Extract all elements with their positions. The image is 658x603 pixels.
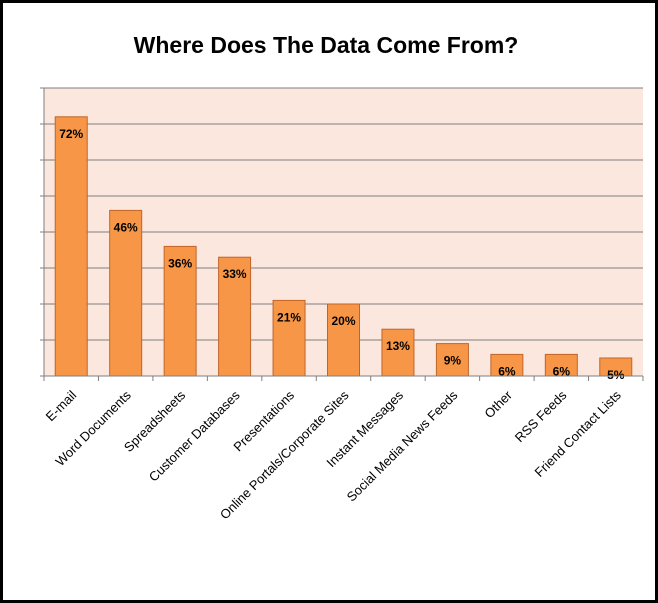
data-labels: 72% 46% 36% 33% 21% 20% 13% 9% 6% 6% 5% bbox=[59, 127, 625, 382]
bar-value-label: 20% bbox=[331, 314, 355, 328]
chart-title: Where Does The Data Come From? bbox=[133, 32, 519, 58]
category-label: RSS Feeds bbox=[512, 387, 570, 445]
x-ticks bbox=[43, 375, 644, 381]
bar-value-label: 33% bbox=[223, 267, 247, 281]
bar-value-label: 72% bbox=[59, 127, 83, 141]
bar bbox=[218, 256, 252, 377]
category-label: Customer Databases bbox=[146, 387, 243, 484]
bar bbox=[109, 209, 143, 377]
bars bbox=[54, 116, 633, 377]
bar-value-label: 36% bbox=[168, 256, 192, 270]
bar-value-label: 5% bbox=[607, 368, 625, 382]
bar bbox=[381, 328, 415, 377]
bar bbox=[54, 116, 88, 377]
category-label: Other bbox=[481, 387, 515, 421]
bar-value-label: 6% bbox=[498, 364, 516, 378]
bar bbox=[272, 299, 306, 377]
bar-value-label: 46% bbox=[114, 220, 138, 234]
bar-value-label: 13% bbox=[386, 339, 410, 353]
bar-value-label: 6% bbox=[553, 364, 571, 378]
category-label: Social Media News Feeds bbox=[344, 387, 461, 504]
gridlines bbox=[40, 87, 643, 377]
category-label: E-mail bbox=[43, 387, 80, 424]
bar bbox=[435, 343, 469, 377]
bar bbox=[327, 303, 360, 377]
bar bbox=[163, 245, 197, 377]
bar-value-label: 9% bbox=[444, 354, 462, 368]
bar-value-label: 21% bbox=[277, 310, 301, 324]
